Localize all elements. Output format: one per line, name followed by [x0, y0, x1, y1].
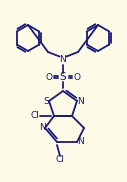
- Text: O: O: [45, 72, 52, 82]
- Text: O: O: [74, 72, 81, 82]
- Text: N: N: [39, 124, 45, 132]
- Text: S: S: [60, 72, 66, 82]
- Text: Cl: Cl: [31, 112, 39, 120]
- Text: N: N: [78, 137, 84, 147]
- Text: N: N: [60, 56, 66, 64]
- Text: N: N: [77, 96, 83, 106]
- Text: S: S: [43, 96, 49, 106]
- Text: Cl: Cl: [56, 155, 64, 165]
